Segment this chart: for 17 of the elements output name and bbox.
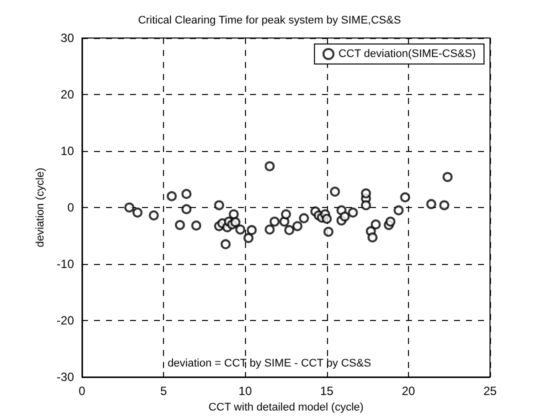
y-tick-label: 30 — [60, 31, 74, 45]
chart-title: Critical Clearing Time for peak system by SIME,CS&S — [138, 14, 401, 26]
y-tick-label: -10 — [56, 257, 74, 271]
legend-label: CCT deviation(SIME-CS&S) — [338, 48, 476, 60]
x-tick-label: 20 — [402, 384, 416, 398]
x-tick-label: 25 — [483, 384, 497, 398]
x-axis-title: CCT with detailed model (cycle) — [208, 401, 364, 414]
y-tick-label: 0 — [67, 200, 74, 214]
y-tick-label: -30 — [56, 370, 74, 384]
x-tick-label: 10 — [238, 384, 252, 398]
x-tick-label: 0 — [78, 384, 86, 398]
x-tick-label: 5 — [160, 384, 168, 398]
x-tick-label: 15 — [320, 384, 334, 398]
y-tick-label: 10 — [60, 144, 74, 158]
y-tick-label: 20 — [60, 88, 74, 102]
y-axis-title: deviation (cycle) — [34, 168, 46, 248]
y-tick-label: -20 — [56, 314, 74, 328]
